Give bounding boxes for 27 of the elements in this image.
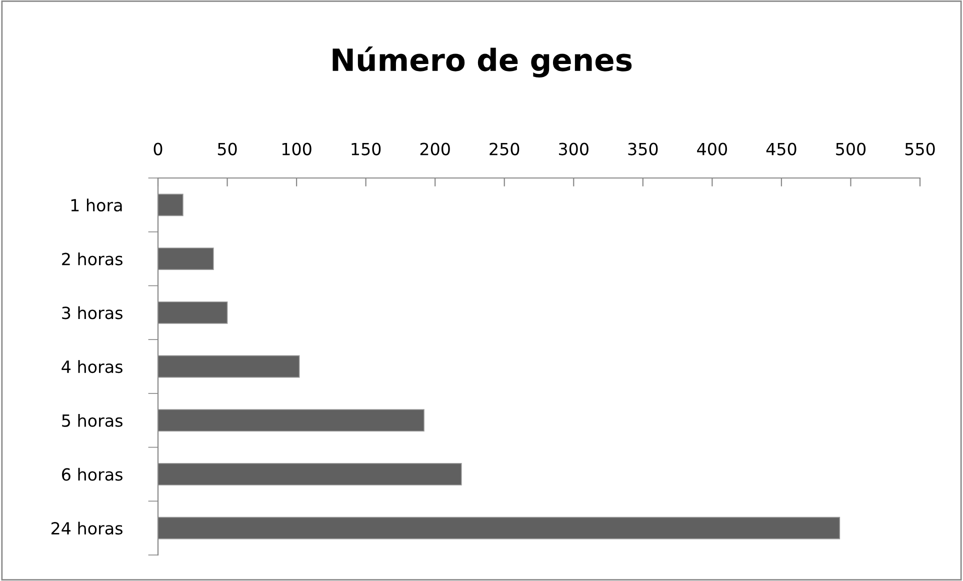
- bar: [158, 248, 214, 270]
- y-tick-label: 24 horas: [51, 522, 122, 535]
- bar: [158, 516, 840, 540]
- y-tick-label: 6 horas: [62, 468, 122, 481]
- bar: [158, 463, 462, 486]
- x-tick-label: 300: [559, 142, 588, 156]
- y-tick-label: 3 horas: [62, 306, 122, 320]
- x-tick-label: 50: [218, 142, 237, 156]
- y-tick-label: 4 horas: [62, 360, 122, 374]
- x-tick-label: 0: [154, 142, 162, 156]
- x-tick-label: 250: [490, 142, 520, 156]
- y-tick-label: 2 horas: [62, 252, 122, 266]
- x-tick-label: 450: [766, 142, 796, 156]
- y-tick-label: 1 hora: [71, 198, 122, 212]
- x-tick-label: 200: [420, 142, 450, 156]
- x-tick-label: 500: [836, 142, 866, 156]
- bar: [158, 194, 184, 216]
- x-tick-label: 400: [697, 142, 727, 156]
- x-tick-label: 150: [352, 142, 381, 156]
- bar: [158, 301, 228, 324]
- x-tick-label: 100: [282, 142, 312, 156]
- x-tick-label: 550: [905, 142, 935, 156]
- chart-title: Número de genes: [332, 46, 632, 78]
- x-tick-label: 350: [628, 142, 658, 156]
- bar: [158, 409, 424, 432]
- bar: [158, 355, 300, 378]
- y-tick-label: 5 horas: [62, 414, 122, 427]
